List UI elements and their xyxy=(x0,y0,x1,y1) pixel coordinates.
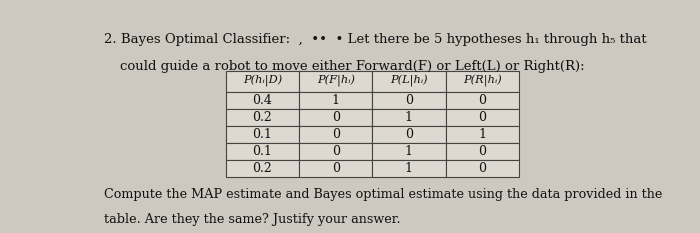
Text: 0.2: 0.2 xyxy=(253,162,272,175)
Text: P(L|hᵢ): P(L|hᵢ) xyxy=(390,75,428,87)
Text: P(hᵢ|D): P(hᵢ|D) xyxy=(243,75,282,87)
Text: 1: 1 xyxy=(332,94,340,107)
Text: 0: 0 xyxy=(405,94,413,107)
Bar xyxy=(299,71,372,92)
Text: 1: 1 xyxy=(405,145,413,158)
Bar xyxy=(446,126,519,143)
Bar xyxy=(226,71,299,92)
Bar xyxy=(446,109,519,126)
Bar xyxy=(299,126,372,143)
Text: 0.2: 0.2 xyxy=(253,111,272,124)
Text: 0.1: 0.1 xyxy=(253,128,272,141)
Bar xyxy=(226,160,299,177)
Bar xyxy=(446,71,519,92)
Text: 0.1: 0.1 xyxy=(253,145,272,158)
Bar xyxy=(446,92,519,109)
Bar xyxy=(299,109,372,126)
Bar xyxy=(299,92,372,109)
Text: 1: 1 xyxy=(405,162,413,175)
Bar xyxy=(446,160,519,177)
Text: Compute the MAP estimate and Bayes optimal estimate using the data provided in t: Compute the MAP estimate and Bayes optim… xyxy=(104,188,662,201)
Text: 0: 0 xyxy=(332,162,340,175)
Bar xyxy=(372,109,446,126)
Bar xyxy=(372,160,446,177)
Bar xyxy=(226,143,299,160)
Bar xyxy=(299,160,372,177)
Text: table. Are they the same? Justify your answer.: table. Are they the same? Justify your a… xyxy=(104,213,400,226)
Text: 0.4: 0.4 xyxy=(253,94,272,107)
Text: 0: 0 xyxy=(478,94,486,107)
Bar xyxy=(446,143,519,160)
Text: 0: 0 xyxy=(478,111,486,124)
Text: 0: 0 xyxy=(478,162,486,175)
Text: P(R|hᵢ): P(R|hᵢ) xyxy=(463,75,501,87)
Bar xyxy=(299,143,372,160)
Bar xyxy=(372,126,446,143)
Text: 0: 0 xyxy=(332,145,340,158)
Text: 0: 0 xyxy=(332,111,340,124)
Text: could guide a robot to move either Forward(F) or Left(L) or Right(R):: could guide a robot to move either Forwa… xyxy=(120,60,584,73)
Bar xyxy=(226,126,299,143)
Text: 1: 1 xyxy=(405,111,413,124)
Bar xyxy=(226,92,299,109)
Text: 0: 0 xyxy=(332,128,340,141)
Bar xyxy=(372,92,446,109)
Text: P(F|hᵢ): P(F|hᵢ) xyxy=(316,75,355,87)
Text: 0: 0 xyxy=(478,145,486,158)
Bar xyxy=(372,143,446,160)
Text: 0: 0 xyxy=(405,128,413,141)
Text: 2. Bayes Optimal Classifier:  ,  ••  • Let there be 5 hypotheses h₁ through h₅ t: 2. Bayes Optimal Classifier: , •• • Let … xyxy=(104,33,646,46)
Text: 1: 1 xyxy=(478,128,486,141)
Bar xyxy=(226,109,299,126)
Bar xyxy=(372,71,446,92)
